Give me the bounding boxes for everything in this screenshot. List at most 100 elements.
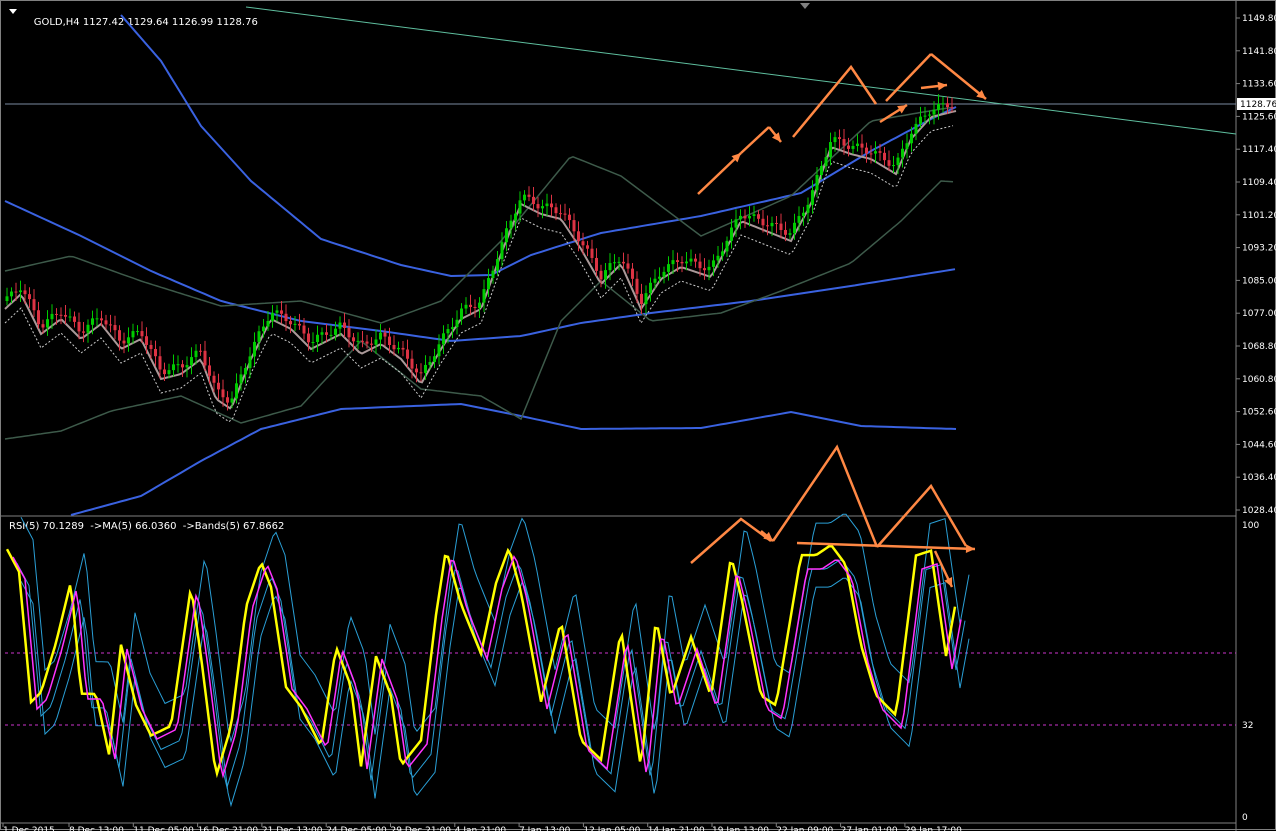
candle-body: [100, 318, 103, 321]
candle-body: [779, 223, 783, 230]
candle-body: [91, 318, 94, 325]
candle-body: [320, 332, 324, 335]
price-label: 1133.60: [1242, 80, 1276, 90]
annotation-zigzag: [792, 64, 878, 138]
candle-body: [883, 152, 886, 161]
candle-body: [154, 348, 157, 357]
rsi-axis-label: 0: [1242, 813, 1248, 823]
candle-body: [428, 361, 432, 365]
candle-body: [185, 365, 189, 368]
ma-mid: [4, 200, 956, 342]
candle-body: [874, 151, 877, 154]
candle-body: [509, 220, 513, 229]
candle-body: [698, 261, 702, 269]
candle-body: [356, 340, 360, 342]
current-price-tag: [1237, 98, 1276, 110]
candle-body: [95, 318, 99, 320]
candle-body: [59, 314, 63, 316]
candle-body: [158, 356, 162, 370]
price-label: 1044.60: [1242, 440, 1276, 450]
candle-body: [590, 248, 594, 258]
candle-body: [766, 225, 769, 227]
candle-body: [617, 261, 621, 263]
time-label: 29 Jan 17:00: [905, 826, 962, 831]
candle-body: [865, 147, 868, 154]
time-label: 12 Jan 05:00: [583, 826, 640, 831]
candle-body: [113, 325, 117, 331]
time-label: 21 Dec 13:00: [262, 826, 323, 831]
candle-body: [379, 332, 382, 340]
candle-body: [523, 194, 526, 201]
candle-body: [437, 344, 441, 357]
time-label: 24 Dec 05:00: [326, 826, 387, 831]
annotation-arrow-head: [771, 132, 781, 142]
candle-body: [262, 326, 265, 332]
candle-body: [910, 133, 913, 144]
candle-body: [478, 302, 481, 308]
time-label: 16 Dec 21:00: [198, 826, 259, 831]
candle-body: [707, 266, 711, 271]
candle-body: [415, 368, 418, 373]
rsi-band-lower: [20, 577, 970, 808]
candle-body: [739, 215, 742, 220]
candle-body: [563, 213, 567, 215]
annotation-zigzag: [876, 483, 968, 548]
candle-body: [388, 336, 391, 345]
candle-body: [275, 310, 279, 313]
smoothed-price-line: [4, 110, 957, 410]
candle-body: [586, 245, 589, 249]
annotation-arrow-line: [796, 541, 976, 551]
candle-body: [802, 212, 805, 217]
price-label: 1093.20: [1242, 244, 1276, 254]
candle-body: [676, 260, 679, 263]
candle-body: [23, 290, 27, 295]
candle-body: [370, 343, 373, 345]
candle-body: [32, 299, 36, 311]
candle-body: [518, 200, 522, 214]
candle-body: [352, 337, 355, 342]
price-label: 1109.40: [1242, 178, 1276, 188]
candle-body: [824, 157, 828, 167]
candle-body: [208, 365, 211, 376]
candle-body: [811, 190, 814, 205]
candle-body: [302, 325, 306, 334]
candle-body: [230, 398, 234, 403]
price-label: 1149.80: [1242, 14, 1276, 24]
price-label: 1141.80: [1242, 47, 1276, 57]
candle-body: [307, 333, 310, 343]
candle-body: [631, 268, 634, 279]
candle-body: [442, 333, 445, 345]
price-label: 1052.60: [1242, 408, 1276, 418]
candle-body: [325, 332, 328, 335]
candle-body: [451, 327, 454, 330]
price-label: 1068.80: [1242, 342, 1276, 352]
candle-body: [626, 263, 630, 269]
candle-body: [662, 271, 666, 277]
rsi-plot: [5, 444, 1236, 808]
annotation-arrow-line: [930, 53, 987, 100]
candle-body: [455, 319, 459, 328]
candle-body: [685, 261, 688, 264]
collapse-arrow-icon[interactable]: [9, 9, 17, 14]
ohlc-values: 1127.42 1129.64 1126.99 1128.76: [82, 17, 258, 28]
candle-body: [239, 374, 243, 384]
candle-body: [329, 334, 333, 336]
time-label: 29 Dec 21:00: [391, 826, 452, 831]
candle-body: [37, 310, 40, 325]
candle-body: [716, 255, 720, 261]
candle-body: [757, 214, 760, 219]
candle-body: [851, 145, 855, 149]
candle-body: [887, 160, 891, 166]
candle-body: [410, 358, 414, 369]
candle-body: [68, 316, 72, 318]
chart-shift-marker-icon[interactable]: [800, 3, 810, 9]
candle-body: [644, 293, 648, 305]
candle-body: [28, 294, 31, 300]
candle-body: [743, 215, 747, 219]
ma-long-lower: [70, 402, 957, 516]
time-label: 27 Jan 01:00: [841, 826, 898, 831]
candle-body: [932, 109, 936, 115]
candle-body: [226, 397, 229, 403]
